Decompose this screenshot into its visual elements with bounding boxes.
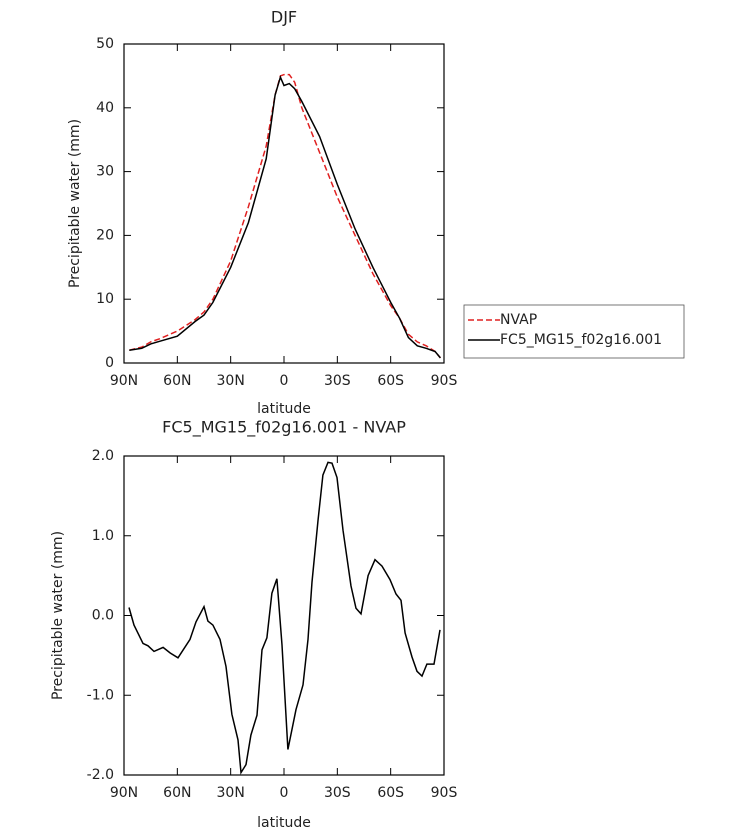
x-axis-label: latitude [257,401,311,417]
y-tick-label: 0 [105,355,114,371]
x-axis-label: latitude [257,815,311,831]
x-tick-label: 30N [217,785,245,801]
legend-label: FC5_MG15_f02g16.001 [500,332,662,348]
data-line [128,461,441,775]
data-line [129,75,441,359]
y-tick-label: -2.0 [87,767,114,783]
x-tick-label: 30S [324,785,351,801]
x-tick-label: 60S [377,373,404,389]
y-tick-label: 0.0 [92,608,114,624]
y-tick-label: 1.0 [92,528,114,544]
x-tick-label: 30S [324,373,351,389]
y-tick-label: 30 [96,164,114,180]
x-tick-label: 60N [163,373,191,389]
plot-frame [123,43,445,364]
data-line [129,73,441,359]
x-tick-label: 60N [163,785,191,801]
chart-title: DJF [271,8,297,27]
legend-label: NVAP [500,312,537,328]
plot-frame [123,455,445,776]
y-axis-label: Precipitable water (mm) [67,119,83,288]
x-tick-label: 90N [110,373,138,389]
x-tick-label: 0 [280,785,289,801]
chart-title: FC5_MG15_f02g16.001 - NVAP [162,418,406,438]
x-tick-label: 90S [431,373,458,389]
y-axis-label: Precipitable water (mm) [50,531,66,700]
legend-box [463,304,685,359]
y-tick-label: 10 [96,291,114,307]
y-tick-label: -1.0 [87,687,114,703]
y-tick-label: 2.0 [92,448,114,464]
x-tick-label: 90S [431,785,458,801]
x-tick-label: 60S [377,785,404,801]
y-tick-label: 20 [96,227,114,243]
x-tick-label: 90N [110,785,138,801]
y-tick-label: 50 [96,36,114,52]
x-tick-label: 0 [280,373,289,389]
x-tick-label: 30N [217,373,245,389]
y-tick-label: 40 [96,100,114,116]
